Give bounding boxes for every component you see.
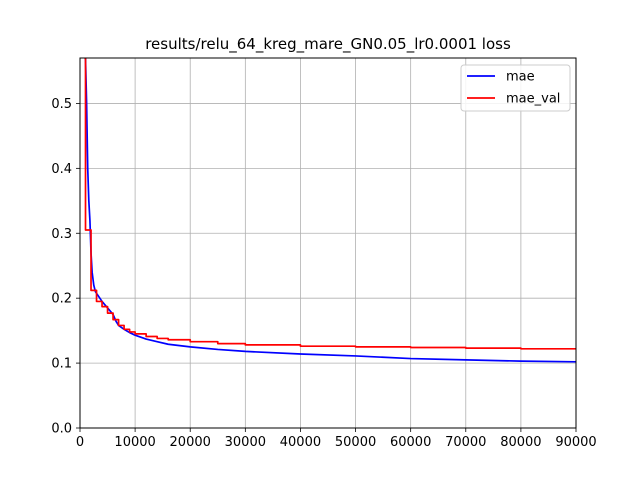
y-tick-label: 0.5 [51, 97, 72, 112]
x-tick-label: 60000 [390, 435, 431, 450]
legend: mae mae_val [460, 64, 571, 112]
y-tick-label: 0.2 [51, 292, 72, 307]
chart-title: results/relu_64_kreg_mare_GN0.05_lr0.000… [145, 35, 511, 54]
x-tick-label: 80000 [500, 435, 541, 450]
x-tick-label: 70000 [445, 435, 486, 450]
x-tick-label: 40000 [280, 435, 321, 450]
y-tick-label: 0.0 [51, 422, 72, 437]
series-line-mae-val [84, 58, 576, 350]
axis-ticks: 0 10000 20000 30000 40000 50000 60000 70000 8000… [51, 97, 596, 450]
y-tick-label: 0.4 [51, 162, 72, 177]
x-tick-label: 10000 [114, 435, 155, 450]
x-tick-label: 30000 [225, 435, 266, 450]
x-tick-label: 0 [76, 435, 84, 450]
plot-frame [79, 57, 577, 429]
y-tick-label: 0.3 [51, 227, 72, 242]
x-tick-label: 90000 [555, 435, 596, 450]
x-tick-label: 20000 [170, 435, 211, 450]
legend-label: mae_val [506, 92, 560, 107]
y-tick-label: 0.1 [51, 357, 72, 372]
legend-label: mae [506, 70, 535, 85]
x-tick-label: 50000 [335, 435, 376, 450]
series-layer [84, 58, 576, 363]
